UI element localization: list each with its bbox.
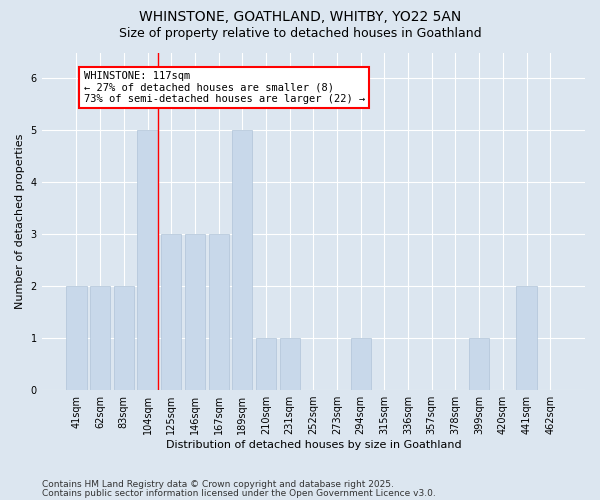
Bar [469,338,489,390]
Bar [90,286,110,390]
Y-axis label: Number of detached properties: Number of detached properties [15,134,25,309]
Bar [517,286,536,390]
X-axis label: Distribution of detached houses by size in Goathland: Distribution of detached houses by size … [166,440,461,450]
Bar [232,130,253,390]
Text: WHINSTONE, GOATHLAND, WHITBY, YO22 5AN: WHINSTONE, GOATHLAND, WHITBY, YO22 5AN [139,10,461,24]
Bar [137,130,158,390]
Bar [114,286,134,390]
Text: Contains public sector information licensed under the Open Government Licence v3: Contains public sector information licen… [42,488,436,498]
Text: Contains HM Land Registry data © Crown copyright and database right 2025.: Contains HM Land Registry data © Crown c… [42,480,394,489]
Bar [280,338,300,390]
Bar [67,286,86,390]
Text: Size of property relative to detached houses in Goathland: Size of property relative to detached ho… [119,28,481,40]
Bar [185,234,205,390]
Bar [350,338,371,390]
Bar [161,234,181,390]
Bar [209,234,229,390]
Text: WHINSTONE: 117sqm
← 27% of detached houses are smaller (8)
73% of semi-detached : WHINSTONE: 117sqm ← 27% of detached hous… [83,70,365,104]
Bar [256,338,276,390]
